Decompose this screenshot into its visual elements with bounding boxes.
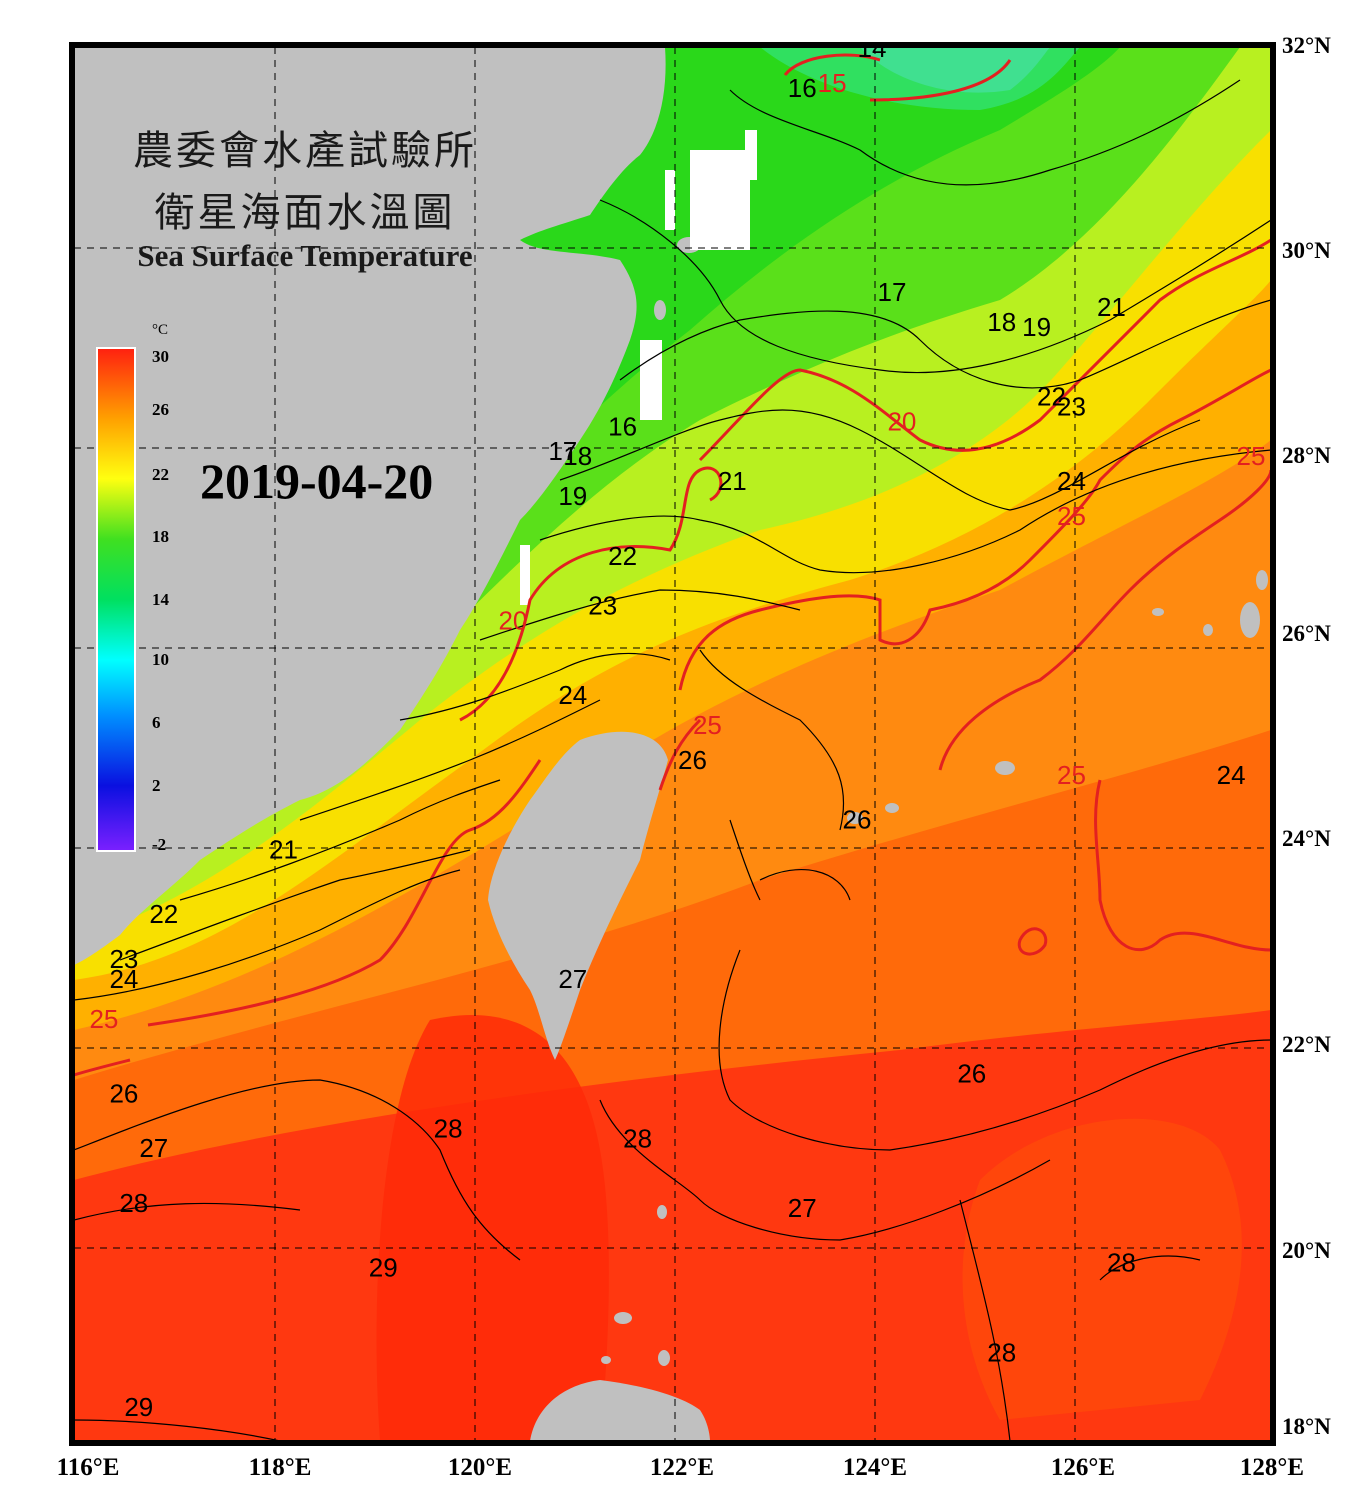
lon-label: 118°E — [248, 1454, 312, 1481]
contour-label: 24 — [558, 680, 587, 710]
contour-label: 17 — [878, 277, 907, 307]
title-en: Sea Surface Temperature — [137, 238, 473, 273]
map-frame — [69, 42, 1276, 1446]
contour-label: 23 — [1057, 391, 1086, 421]
contour-label: 19 — [558, 481, 587, 511]
colorbar-tick: 26 — [152, 400, 169, 419]
contour-label: 25 — [1057, 501, 1086, 531]
contour-label: 29 — [369, 1253, 398, 1283]
lat-label: 28°N — [1282, 443, 1331, 468]
contour-label: 19 — [1022, 312, 1051, 342]
contour-label: 28 — [119, 1188, 148, 1218]
contour-label: 23 — [109, 944, 138, 974]
lat-label: 26°N — [1282, 621, 1331, 646]
contour-label: 14 — [858, 33, 887, 63]
contour-label: 18 — [563, 441, 592, 471]
land-taiwan — [488, 731, 668, 1060]
colorbar-tick: 14 — [152, 590, 169, 609]
lon-label: 124°E — [842, 1454, 908, 1481]
title-zh-2: 衛星海面水溫圖 — [154, 190, 456, 236]
lat-label: 32°N — [1282, 33, 1331, 58]
land-luzon — [530, 1380, 710, 1441]
colorbar-unit: °C — [152, 322, 169, 338]
lon-label: 120°E — [447, 1454, 513, 1481]
lon-label: 122°E — [649, 1454, 715, 1481]
contour-label: 26 — [678, 745, 707, 775]
contour-label: 15 — [818, 68, 847, 98]
contour-label: 25 — [693, 710, 722, 740]
contour-label: 22 — [1037, 382, 1066, 412]
contour-label: 21 — [718, 466, 747, 496]
colorbar-tick: 10 — [152, 650, 169, 669]
colorbar — [96, 347, 136, 852]
lat-label: 18°N — [1282, 1414, 1331, 1439]
contour-label: 28 — [623, 1123, 652, 1153]
graticule — [74, 47, 1271, 1441]
date-label: 2019-04-20 — [200, 453, 434, 509]
contour-label: 22 — [608, 541, 637, 571]
colorbar-tick: 30 — [152, 347, 169, 366]
colorbar-tick: 6 — [152, 713, 161, 732]
lon-label: 116°E — [56, 1454, 120, 1481]
contour-label: 25 — [89, 1004, 118, 1034]
contour-label: 27 — [139, 1133, 168, 1163]
lat-label: 24°N — [1282, 826, 1331, 851]
isotherms — [74, 53, 1271, 1441]
contour-label: 18 — [987, 307, 1016, 337]
land-china — [74, 47, 666, 965]
contour-label: 16 — [608, 411, 637, 441]
contour-label: 24 — [1057, 466, 1086, 496]
colorbar-tick: -2 — [152, 835, 167, 854]
contour-label: 16 — [788, 73, 817, 103]
lat-label: 20°N — [1282, 1238, 1331, 1263]
title-zh-1: 農委會水產試驗所 — [133, 128, 477, 174]
lon-label: 128°E — [1239, 1454, 1305, 1481]
contour-label: 23 — [588, 591, 617, 621]
contour-label: 28 — [434, 1113, 463, 1143]
contour-label: 25 — [1057, 760, 1086, 790]
contour-label: 17 — [548, 436, 577, 466]
colorbar-tick: 22 — [152, 465, 169, 484]
contour-label: 21 — [269, 835, 298, 865]
contour-label: 24 — [1217, 760, 1246, 790]
lat-label: 30°N — [1282, 238, 1331, 263]
contour-label: 26 — [109, 1079, 138, 1109]
contour-label: 21 — [1097, 292, 1126, 322]
cloud-mask — [520, 130, 757, 605]
contour-label: 26 — [843, 805, 872, 835]
colorbar-tick: 18 — [152, 527, 169, 546]
contour-label: 27 — [558, 964, 587, 994]
contour-label: 22 — [149, 899, 178, 929]
contour-label: 26 — [957, 1059, 986, 1089]
contour-label: 29 — [124, 1392, 153, 1422]
colorbar-tick: 2 — [152, 776, 161, 795]
contour-label: 25 — [1237, 441, 1266, 471]
contour-label: 28 — [987, 1337, 1016, 1367]
contour-label: 28 — [1107, 1248, 1136, 1278]
contour-label: 20 — [887, 406, 916, 436]
lon-label: 126°E — [1050, 1454, 1116, 1481]
contour-label: 20 — [498, 606, 527, 636]
contour-label: 27 — [788, 1193, 817, 1223]
contour-label: 24 — [109, 964, 138, 994]
lat-label: 22°N — [1282, 1032, 1331, 1057]
